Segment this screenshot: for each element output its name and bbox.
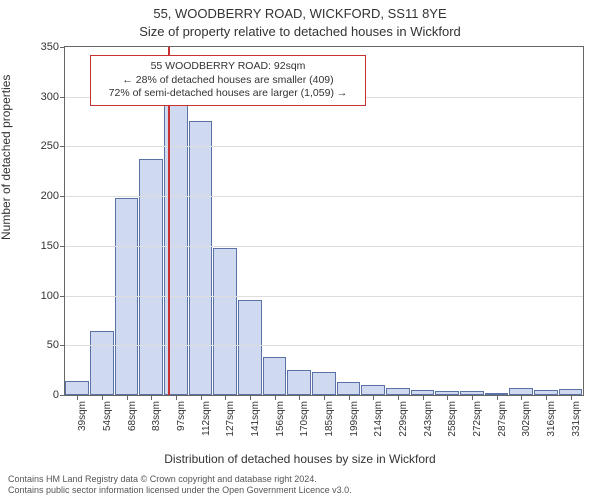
ytick-mark — [60, 395, 65, 396]
histogram-bar — [509, 388, 533, 395]
xtick-label: 302sqm — [521, 401, 532, 437]
xtick-mark — [151, 395, 152, 400]
annotation-line-3: 72% of semi-detached houses are larger (… — [97, 87, 359, 101]
xtick-mark — [176, 395, 177, 400]
ytick-mark — [60, 97, 65, 98]
xtick-mark — [250, 395, 251, 400]
xtick-label: 272sqm — [472, 401, 483, 437]
xtick-label: 68sqm — [127, 401, 138, 431]
histogram-bar — [287, 370, 311, 395]
xtick-label: 112sqm — [201, 401, 212, 436]
xtick-mark — [275, 395, 276, 400]
xtick-mark — [472, 395, 473, 400]
ytick-label: 50 — [47, 339, 59, 351]
ytick-label: 350 — [41, 41, 59, 53]
histogram-bar — [361, 385, 385, 395]
histogram-bar — [312, 372, 336, 395]
xtick-label: 141sqm — [250, 401, 261, 437]
xtick-label: 127sqm — [225, 401, 236, 437]
ytick-mark — [60, 246, 65, 247]
xtick-label: 258sqm — [447, 401, 458, 437]
xtick-mark — [201, 395, 202, 400]
xtick-label: 287sqm — [497, 401, 508, 437]
ytick-mark — [60, 345, 65, 346]
title-line-1: 55, WOODBERRY ROAD, WICKFORD, SS11 8YE — [0, 6, 600, 21]
xtick-label: 199sqm — [349, 401, 360, 437]
gridline — [65, 146, 583, 147]
histogram-bar — [139, 159, 163, 395]
xtick-mark — [225, 395, 226, 400]
xtick-label: 185sqm — [324, 401, 335, 437]
footer-line-1: Contains HM Land Registry data © Crown c… — [8, 474, 352, 485]
histogram-bar — [337, 382, 361, 395]
xtick-mark — [77, 395, 78, 400]
histogram-bar — [263, 357, 287, 395]
xtick-mark — [299, 395, 300, 400]
xtick-mark — [127, 395, 128, 400]
annotation-line-1: 55 WOODBERRY ROAD: 92sqm — [97, 60, 359, 74]
xtick-label: 243sqm — [423, 401, 434, 437]
xtick-mark — [373, 395, 374, 400]
xtick-label: 83sqm — [151, 401, 162, 431]
xtick-mark — [571, 395, 572, 400]
ytick-label: 150 — [41, 240, 59, 252]
xtick-mark — [102, 395, 103, 400]
xtick-mark — [497, 395, 498, 400]
xtick-label: 170sqm — [299, 401, 310, 437]
xtick-mark — [521, 395, 522, 400]
ytick-mark — [60, 196, 65, 197]
chart-container: 55, WOODBERRY ROAD, WICKFORD, SS11 8YE S… — [0, 0, 600, 500]
ytick-label: 100 — [41, 290, 59, 302]
xtick-mark — [546, 395, 547, 400]
xtick-label: 229sqm — [398, 401, 409, 437]
xtick-mark — [324, 395, 325, 400]
ytick-mark — [60, 146, 65, 147]
histogram-bar — [65, 381, 89, 395]
histogram-bar — [115, 198, 139, 395]
gridline — [65, 345, 583, 346]
ytick-label: 0 — [53, 389, 59, 401]
histogram-bar — [386, 388, 410, 395]
histogram-bar — [213, 248, 237, 395]
ytick-mark — [60, 296, 65, 297]
xtick-label: 54sqm — [102, 401, 113, 431]
xtick-mark — [423, 395, 424, 400]
gridline — [65, 296, 583, 297]
histogram-bar — [189, 121, 213, 395]
xtick-label: 156sqm — [275, 401, 286, 437]
ytick-label: 200 — [41, 190, 59, 202]
xtick-label: 331sqm — [571, 401, 582, 437]
xtick-mark — [398, 395, 399, 400]
x-axis-label: Distribution of detached houses by size … — [0, 452, 600, 466]
footer-line-2: Contains public sector information licen… — [8, 485, 352, 496]
plot-area: 05010015020025030035039sqm54sqm68sqm83sq… — [64, 46, 584, 396]
xtick-label: 214sqm — [373, 401, 384, 437]
footer-attribution: Contains HM Land Registry data © Crown c… — [8, 474, 352, 497]
xtick-label: 97sqm — [176, 401, 187, 431]
ytick-label: 300 — [41, 91, 59, 103]
y-axis-label: Number of detached properties — [0, 75, 13, 240]
gridline — [65, 196, 583, 197]
ytick-label: 250 — [41, 140, 59, 152]
gridline — [65, 246, 583, 247]
title-line-2: Size of property relative to detached ho… — [0, 24, 600, 39]
xtick-mark — [447, 395, 448, 400]
xtick-label: 316sqm — [546, 401, 557, 437]
histogram-bar — [238, 300, 262, 395]
xtick-mark — [349, 395, 350, 400]
histogram-bar — [90, 331, 114, 395]
annotation-box: 55 WOODBERRY ROAD: 92sqm← 28% of detache… — [90, 55, 366, 106]
annotation-line-2: ← 28% of detached houses are smaller (40… — [97, 74, 359, 88]
xtick-label: 39sqm — [77, 401, 88, 431]
ytick-mark — [60, 47, 65, 48]
